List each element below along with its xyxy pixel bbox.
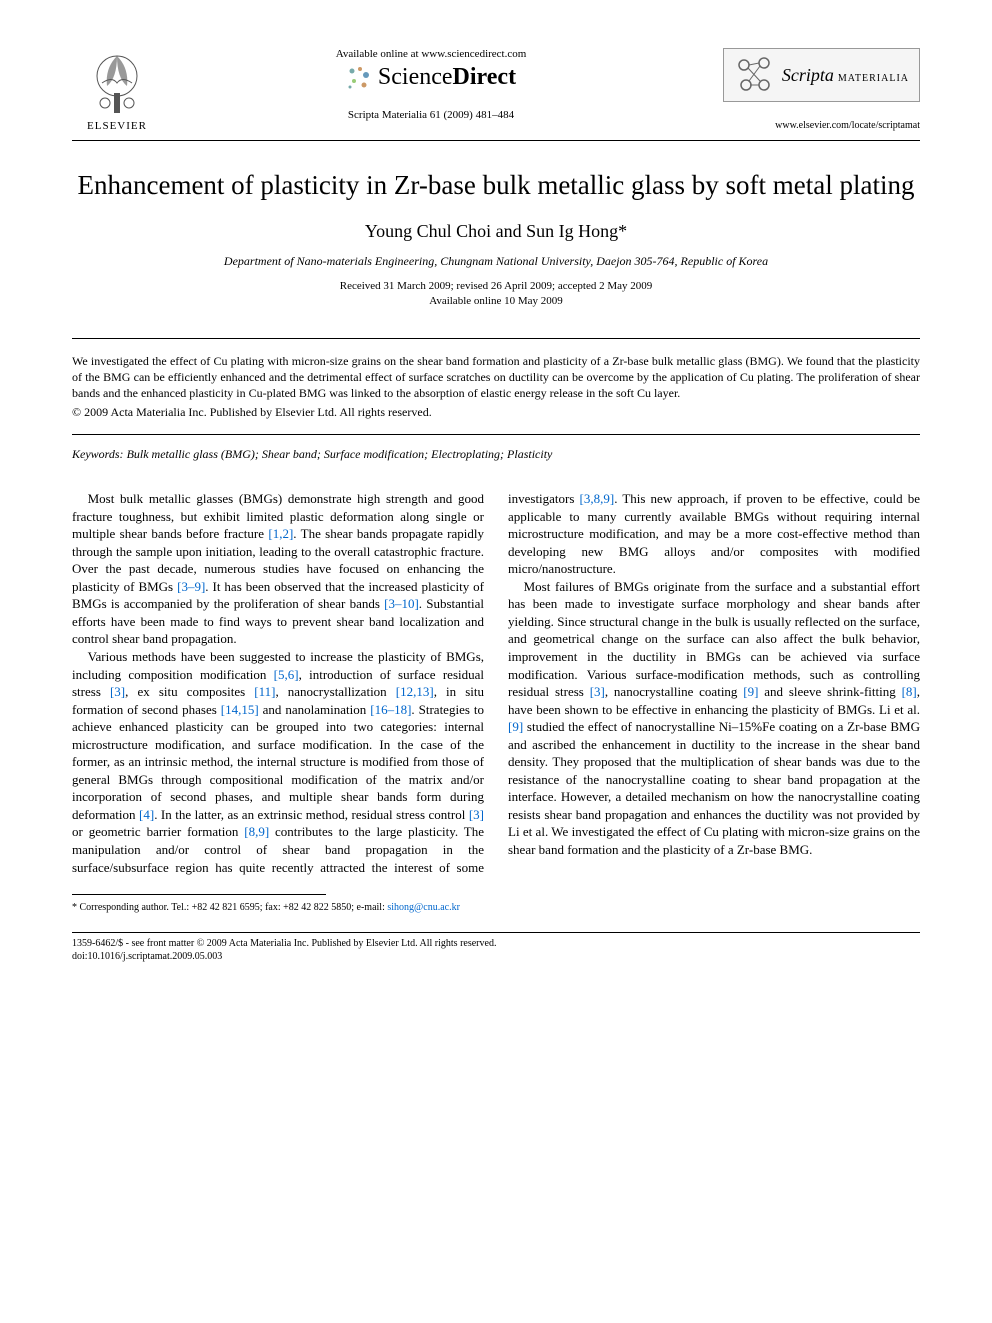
body-para-3: Most failures of BMGs originate from the… [508,578,920,859]
footer-rule [72,932,920,933]
abstract-text: We investigated the effect of Cu plating… [72,353,920,402]
dates-online: Available online 10 May 2009 [429,295,563,307]
citation-link[interactable]: [3–9] [177,579,205,594]
dates-received: Received 31 March 2009; revised 26 April… [340,280,653,292]
sciencedirect-logo: ScienceDirect [346,64,516,91]
article-affiliation: Department of Nano-materials Engineering… [72,254,920,269]
header-rule [72,140,920,141]
journal-reference: Scripta Materialia 61 (2009) 481–484 [348,109,514,121]
citation-link[interactable]: [16–18] [370,702,411,717]
citation-link[interactable]: [14,15] [221,702,259,717]
abstract-block: We investigated the effect of Cu plating… [72,338,920,436]
article-dates: Received 31 March 2009; revised 26 April… [72,279,920,310]
journal-name-pre: Scripta [782,65,834,85]
journal-name-post: MATERIALIA [838,73,909,84]
keywords-line: Keywords: Bulk metallic glass (BMG); She… [72,447,920,462]
journal-name: Scripta MATERIALIA [782,65,909,86]
sd-pre: Science [378,64,453,90]
citation-link[interactable]: [3–10] [384,596,419,611]
journal-logo-box: Scripta MATERIALIA [723,48,920,102]
citation-link[interactable]: [11] [254,684,275,699]
footer-copyright: 1359-6462/$ - see front matter © 2009 Ac… [72,937,920,950]
citation-link[interactable]: [12,13] [396,684,434,699]
header-center: Available online at www.sciencedirect.co… [162,48,700,121]
publisher-logo-block: ELSEVIER [72,48,162,132]
publisher-name: ELSEVIER [87,120,147,132]
abstract-copyright: © 2009 Acta Materialia Inc. Published by… [72,405,920,420]
corresponding-author-footnote: * Corresponding author. Tel.: +82 42 821… [72,901,920,914]
citation-link[interactable]: [3] [469,807,484,822]
article-body: Most bulk metallic glasses (BMGs) demons… [72,490,920,876]
author-email-link[interactable]: sihong@cnu.ac.kr [387,902,460,913]
footer-doi: doi:10.1016/j.scriptamat.2009.05.003 [72,950,920,963]
journal-logo-block: Scripta MATERIALIA www.elsevier.com/loca… [700,48,920,131]
citation-link[interactable]: [5,6] [274,667,299,682]
article-authors: Young Chul Choi and Sun Ig Hong* [72,221,920,242]
citation-link[interactable]: [9] [508,719,523,734]
citation-link[interactable]: [8,9] [244,824,269,839]
sciencedirect-text: ScienceDirect [378,64,516,91]
body-para-1: Most bulk metallic glasses (BMGs) demons… [72,490,484,648]
citation-link[interactable]: [9] [743,684,758,699]
footnote-separator [72,894,326,895]
article-title: Enhancement of plasticity in Zr-base bul… [72,169,920,203]
scripta-structure-icon [734,55,774,95]
citation-link[interactable]: [3,8,9] [580,491,615,506]
journal-header: ELSEVIER Available online at www.science… [72,48,920,132]
citation-link[interactable]: [1,2] [268,526,293,541]
sd-post: Direct [453,64,517,90]
keywords-values: Bulk metallic glass (BMG); Shear band; S… [127,447,553,461]
citation-link[interactable]: [3] [590,684,605,699]
citation-link[interactable]: [3] [110,684,125,699]
elsevier-tree-icon [87,48,147,118]
sciencedirect-dots-icon [346,65,372,91]
citation-link[interactable]: [8] [902,684,917,699]
keywords-label: Keywords: [72,447,124,461]
available-online-text: Available online at www.sciencedirect.co… [336,48,527,60]
citation-link[interactable]: [4] [139,807,154,822]
journal-url[interactable]: www.elsevier.com/locate/scriptamat [775,120,920,131]
